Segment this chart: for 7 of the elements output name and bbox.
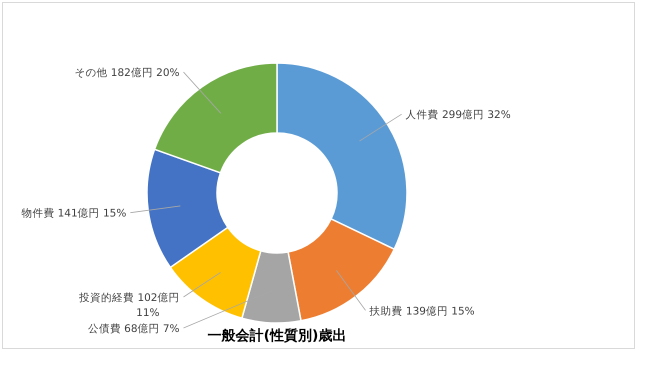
- slice-label: その他 182億円 20%: [74, 66, 180, 80]
- text: 一般会計(性質別)歳出: [208, 327, 346, 344]
- slice-label: 公債費 68億円 7%: [88, 322, 180, 335]
- slice-label: 投資的経費 102億円 11%: [78, 291, 180, 319]
- slice-label: 人件費 299億円 32%: [406, 108, 511, 122]
- slice-label: 扶助費 139億円 15%: [368, 304, 475, 318]
- slice-label: 物件費 141億円 15%: [21, 206, 126, 220]
